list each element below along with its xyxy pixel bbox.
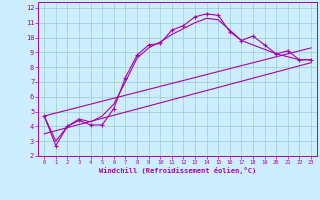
X-axis label: Windchill (Refroidissement éolien,°C): Windchill (Refroidissement éolien,°C) [99, 167, 256, 174]
